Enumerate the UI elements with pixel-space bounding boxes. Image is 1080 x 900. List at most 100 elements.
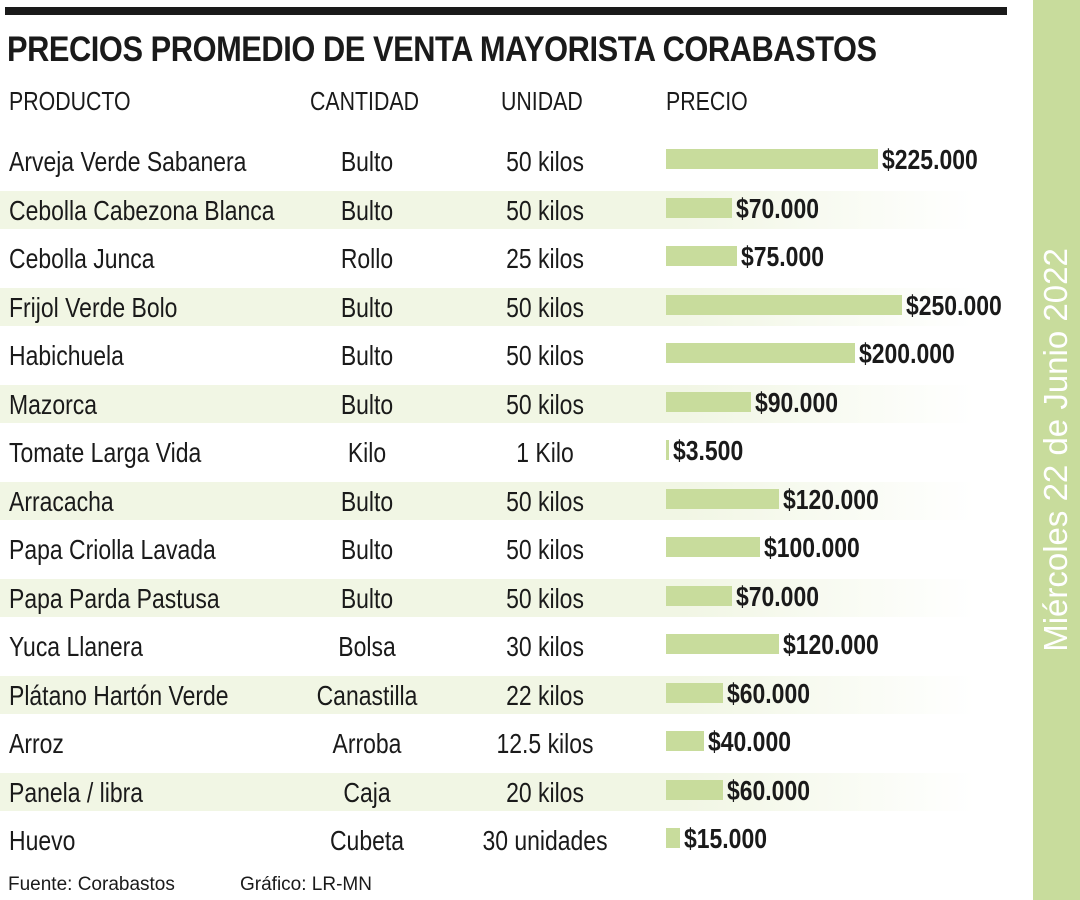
product-name: Arroz bbox=[9, 728, 64, 759]
unit-cell: 50 kilos bbox=[506, 194, 584, 226]
price-label: $60.000 bbox=[727, 774, 810, 806]
footer-graphic: Gráfico: LR-MN bbox=[240, 874, 372, 895]
price-label: $75.000 bbox=[741, 241, 824, 272]
unit-cell: 30 kilos bbox=[506, 631, 584, 662]
quantity-cell: Bolsa bbox=[338, 631, 396, 662]
price-bar bbox=[666, 149, 878, 169]
price-label: $120.000 bbox=[783, 483, 879, 515]
price-label: $120.000 bbox=[783, 629, 879, 660]
unit-cell: 50 kilos bbox=[506, 340, 584, 371]
date-band bbox=[1033, 0, 1080, 900]
product-name: Huevo bbox=[9, 825, 76, 856]
price-bar bbox=[666, 585, 732, 606]
unit-cell: 1 Kilo bbox=[516, 437, 574, 468]
table-row: Plátano Hartón Verde Canastilla 22 kilos $6… bbox=[0, 675, 1020, 714]
price-label: $90.000 bbox=[755, 386, 838, 418]
price-bar bbox=[666, 343, 855, 363]
quantity-cell: Caja bbox=[343, 776, 391, 808]
table-row: Tomate Larga Vida Kilo 1 Kilo $3.500 bbox=[0, 433, 1020, 471]
chart-title: PRECIOS PROMEDIO DE VENTA MAYORISTA CORA… bbox=[7, 30, 877, 69]
quantity-cell: Arroba bbox=[332, 728, 402, 759]
date-label: Miércoles 22 de Junio 2022 bbox=[1037, 248, 1074, 652]
price-bar bbox=[666, 246, 737, 266]
quantity-cell: Bulto bbox=[340, 388, 394, 420]
price-bar bbox=[666, 682, 723, 703]
unit-cell: 50 kilos bbox=[506, 485, 584, 517]
price-label: $200.000 bbox=[859, 338, 955, 369]
product-name: Yuca Llanera bbox=[9, 631, 144, 662]
table-row: Arroz Arroba 12.5 kilos $40.000 bbox=[0, 724, 1020, 762]
quantity-cell: Bulto bbox=[340, 485, 394, 517]
unit-cell: 12.5 kilos bbox=[496, 728, 594, 759]
quantity-cell: Rollo bbox=[340, 243, 394, 274]
price-label: $250.000 bbox=[906, 289, 1002, 321]
product-name: Arveja Verde Sabanera bbox=[9, 146, 247, 177]
product-name: Cebolla Junca bbox=[9, 243, 155, 274]
unit-cell: 20 kilos bbox=[506, 776, 584, 808]
quantity-cell: Bulto bbox=[340, 340, 394, 371]
product-name: Papa Parda Pastusa bbox=[9, 582, 220, 614]
header-producto: PRODUCTO bbox=[9, 86, 131, 116]
price-table: Arveja Verde Sabanera Bulto 50 kilos $225.0… bbox=[0, 142, 1020, 859]
table-row: Yuca Llanera Bolsa 30 kilos $120.000 bbox=[0, 627, 1020, 665]
product-name: Frijol Verde Bolo bbox=[9, 291, 178, 323]
quantity-cell: Cubeta bbox=[329, 825, 405, 856]
price-label: $70.000 bbox=[736, 580, 819, 612]
product-name: Arracacha bbox=[9, 485, 114, 517]
table-row: Huevo Cubeta 30 unidades $15.000 bbox=[0, 821, 1020, 859]
unit-cell: 25 kilos bbox=[506, 243, 584, 274]
product-name: Cebolla Cabezona Blanca bbox=[9, 194, 275, 226]
product-name: Plátano Hartón Verde bbox=[9, 679, 229, 711]
quantity-cell: Bulto bbox=[340, 291, 394, 323]
price-label: $40.000 bbox=[708, 726, 791, 757]
quantity-cell: Bulto bbox=[340, 582, 394, 614]
table-row: Papa Criolla Lavada Bulto 50 kilos $100.000 bbox=[0, 530, 1020, 568]
price-bar bbox=[666, 197, 732, 218]
unit-cell: 50 kilos bbox=[506, 534, 584, 565]
table-row: Cebolla Junca Rollo 25 kilos $75.000 bbox=[0, 239, 1020, 277]
price-bar bbox=[666, 294, 902, 315]
table-row: Cebolla Cabezona Blanca Bulto 50 kilos $70.… bbox=[0, 190, 1020, 229]
product-name: Tomate Larga Vida bbox=[9, 437, 202, 468]
table-row: Habichuela Bulto 50 kilos $200.000 bbox=[0, 336, 1020, 374]
product-name: Habichuela bbox=[9, 340, 124, 371]
quantity-cell: Bulto bbox=[340, 194, 394, 226]
unit-cell: 50 kilos bbox=[506, 146, 584, 177]
unit-cell: 50 kilos bbox=[506, 291, 584, 323]
price-label: $225.000 bbox=[882, 144, 978, 175]
unit-cell: 22 kilos bbox=[506, 679, 584, 711]
quantity-cell: Canastilla bbox=[316, 679, 418, 711]
table-row: Arveja Verde Sabanera Bulto 50 kilos $225.0… bbox=[0, 142, 1020, 180]
header-precio: PRECIO bbox=[666, 86, 748, 116]
price-label: $3.500 bbox=[673, 435, 744, 466]
price-bar bbox=[666, 537, 760, 557]
price-label: $15.000 bbox=[684, 823, 767, 854]
quantity-cell: Bulto bbox=[340, 146, 394, 177]
price-bar bbox=[666, 828, 680, 848]
unit-cell: 30 unidades bbox=[482, 825, 608, 856]
header-cantidad: CANTIDAD bbox=[310, 86, 419, 116]
quantity-cell: Bulto bbox=[340, 534, 394, 565]
table-row: Mazorca Bulto 50 kilos $90.000 bbox=[0, 384, 1020, 423]
header-unidad: UNIDAD bbox=[501, 86, 583, 116]
quantity-cell: Kilo bbox=[347, 437, 387, 468]
product-name: Panela / libra bbox=[9, 776, 144, 808]
price-label: $70.000 bbox=[736, 192, 819, 224]
table-row: Arracacha Bulto 50 kilos $120.000 bbox=[0, 481, 1020, 520]
unit-cell: 50 kilos bbox=[506, 582, 584, 614]
table-row: Papa Parda Pastusa Bulto 50 kilos $70.000 bbox=[0, 578, 1020, 617]
unit-cell: 50 kilos bbox=[506, 388, 584, 420]
price-bar bbox=[666, 391, 751, 412]
product-name: Papa Criolla Lavada bbox=[9, 534, 216, 565]
footer-source: Fuente: Corabastos bbox=[8, 874, 175, 895]
price-label: $100.000 bbox=[764, 532, 860, 563]
price-bar bbox=[666, 731, 704, 751]
price-bar bbox=[666, 488, 779, 509]
product-name: Mazorca bbox=[9, 388, 98, 420]
price-bar bbox=[666, 779, 723, 800]
price-bar bbox=[666, 634, 779, 654]
table-row: Panela / libra Caja 20 kilos $60.000 bbox=[0, 772, 1020, 811]
top-rule bbox=[5, 7, 1007, 15]
price-bar bbox=[666, 440, 669, 460]
price-label: $60.000 bbox=[727, 677, 810, 709]
